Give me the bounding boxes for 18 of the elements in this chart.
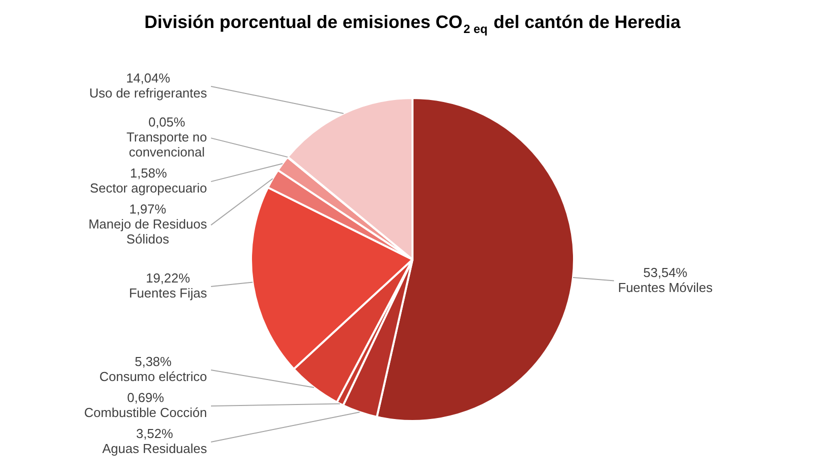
data-label: 19,22% [146, 270, 190, 286]
slice-label: Sector agropecuario [90, 180, 208, 196]
data-label: 53,54% [643, 264, 688, 280]
data-label: 1,58% [130, 166, 168, 181]
data-label: 3,52% [136, 426, 174, 442]
data-label: 0,05% [148, 114, 186, 130]
slice-label: Aguas Residuales [102, 441, 208, 456]
slice-label: Combustible Cocción [84, 405, 208, 420]
slice-label: Fuentes Fijas [128, 286, 208, 301]
data-label: 1,97% [129, 202, 167, 217]
slice-label: Manejo de Residuos Sólidos [88, 216, 208, 247]
slice-label: Consumo eléctrico [99, 369, 207, 384]
data-label: 0,69% [127, 390, 164, 406]
slice-label: Transporte no convencional [126, 130, 207, 160]
slice-label: Fuentes Móviles [618, 280, 714, 295]
data-label: 14,04% [126, 70, 171, 86]
slice-label: Uso de refrigerantes [89, 85, 208, 100]
data-label: 5,38% [134, 354, 172, 370]
